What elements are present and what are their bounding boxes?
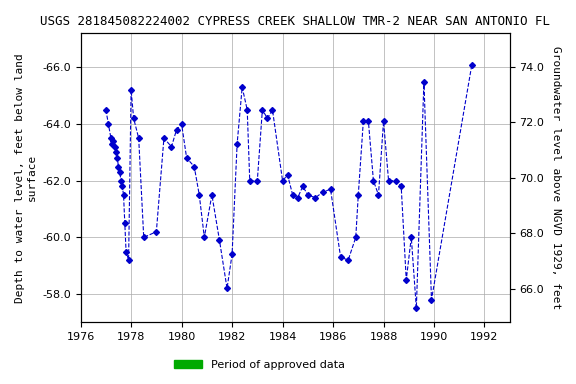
Legend: Period of approved data: Period of approved data — [169, 356, 349, 375]
Y-axis label: Depth to water level, feet below land
surface: Depth to water level, feet below land su… — [15, 53, 37, 303]
Title: USGS 281845082224002 CYPRESS CREEK SHALLOW TMR-2 NEAR SAN ANTONIO FL: USGS 281845082224002 CYPRESS CREEK SHALL… — [40, 15, 550, 28]
Y-axis label: Groundwater level above NGVD 1929, feet: Groundwater level above NGVD 1929, feet — [551, 46, 561, 310]
